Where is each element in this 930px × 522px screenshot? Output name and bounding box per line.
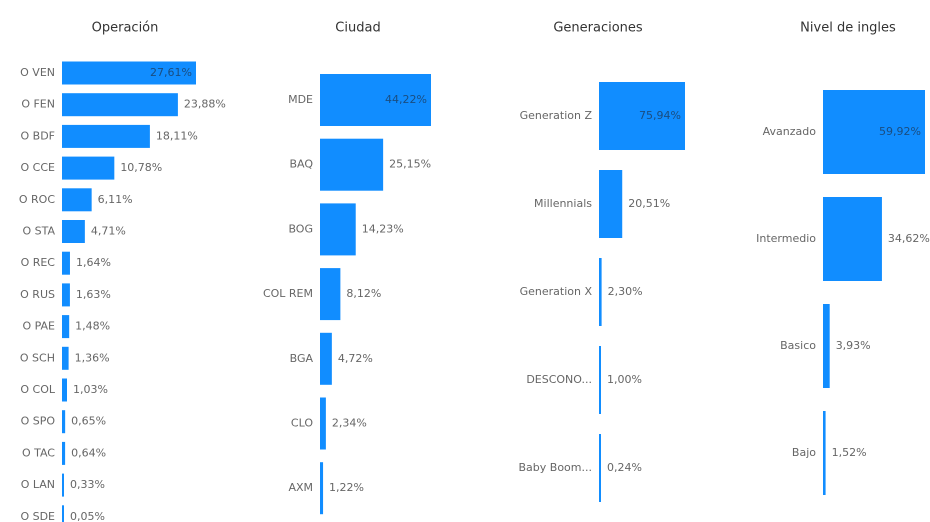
value-label: 3,93% xyxy=(836,339,871,352)
bar xyxy=(599,82,685,150)
value-label: 1,00% xyxy=(607,373,642,386)
category-label: AXM xyxy=(288,481,313,494)
value-label: 4,71% xyxy=(91,225,126,238)
value-label: 20,51% xyxy=(628,197,670,210)
category-label: O SDE xyxy=(20,510,55,522)
value-label: 0,33% xyxy=(70,478,105,491)
bar xyxy=(320,397,326,450)
value-label: 1,03% xyxy=(73,383,108,396)
category-label: Baby Boom... xyxy=(519,461,593,474)
category-label: O ROC xyxy=(19,193,55,206)
category-label: O PAE xyxy=(22,320,55,333)
bar xyxy=(62,283,70,307)
bar xyxy=(599,434,601,502)
bar xyxy=(62,346,69,370)
bar xyxy=(823,304,830,388)
value-label: 2,34% xyxy=(332,417,367,430)
category-label: MDE xyxy=(288,93,313,106)
chart-title: Operación xyxy=(92,21,159,36)
value-label: 1,64% xyxy=(76,256,111,269)
bar xyxy=(62,505,64,522)
category-label: O REC xyxy=(21,256,56,269)
value-label: 0,64% xyxy=(71,446,106,459)
bar xyxy=(599,346,601,414)
bar xyxy=(823,411,826,495)
bar xyxy=(62,378,67,402)
value-label: 0,05% xyxy=(70,510,105,522)
value-label: 0,65% xyxy=(71,415,106,428)
bar xyxy=(320,138,384,191)
category-label: BOG xyxy=(288,222,313,235)
value-label: 27,61% xyxy=(150,66,192,79)
bar xyxy=(62,473,64,497)
value-label: 75,94% xyxy=(639,109,681,122)
chart-title: Ciudad xyxy=(335,21,380,36)
value-label: 1,36% xyxy=(75,351,110,364)
value-label: 8,12% xyxy=(346,287,381,300)
category-label: BGA xyxy=(290,352,314,365)
category-label: COL REM xyxy=(263,287,313,300)
category-label: O LAN xyxy=(21,478,55,491)
value-label: 10,78% xyxy=(120,161,162,174)
value-label: 59,92% xyxy=(879,125,921,138)
category-label: O COL xyxy=(20,383,55,396)
value-label: 23,88% xyxy=(184,98,226,111)
category-label: O SPO xyxy=(21,415,56,428)
category-label: DESCONO... xyxy=(526,373,592,386)
bar xyxy=(320,332,332,385)
bar xyxy=(599,170,623,238)
value-label: 2,30% xyxy=(608,285,643,298)
value-label: 34,62% xyxy=(888,232,930,245)
bar xyxy=(62,61,196,85)
bar xyxy=(62,220,85,243)
bar xyxy=(62,315,70,339)
category-label: Bajo xyxy=(792,446,816,459)
category-label: CLO xyxy=(291,417,313,430)
value-label: 6,11% xyxy=(98,193,133,206)
bar xyxy=(62,124,150,148)
category-label: Millennials xyxy=(534,197,592,210)
value-label: 1,48% xyxy=(75,320,110,333)
category-label: O STA xyxy=(22,225,55,238)
value-label: 1,22% xyxy=(329,481,364,494)
value-label: 44,22% xyxy=(385,93,427,106)
category-label: O TAC xyxy=(22,446,55,459)
bar xyxy=(320,268,341,321)
category-label: Basico xyxy=(780,339,816,352)
value-label: 25,15% xyxy=(389,158,431,171)
value-label: 18,11% xyxy=(156,129,198,142)
bar xyxy=(62,441,66,465)
category-label: O SCH xyxy=(20,351,55,364)
bar xyxy=(62,251,70,275)
value-label: 0,24% xyxy=(607,461,642,474)
category-label: BAQ xyxy=(289,158,313,171)
bar xyxy=(62,93,178,117)
category-label: O VEN xyxy=(20,66,55,79)
bar xyxy=(320,74,431,126)
category-label: O CCE xyxy=(21,161,56,174)
bar xyxy=(62,410,66,434)
value-label: 14,23% xyxy=(362,222,404,235)
chart-title: Generaciones xyxy=(553,21,643,36)
category-label: O BDF xyxy=(21,129,56,142)
category-label: Generation Z xyxy=(520,109,593,122)
chart-title: Nivel de ingles xyxy=(800,21,896,36)
value-label: 1,63% xyxy=(76,288,111,301)
bar xyxy=(823,90,925,174)
bar xyxy=(320,462,324,515)
category-label: O RUS xyxy=(20,288,55,301)
category-label: Generation X xyxy=(520,285,593,298)
bar xyxy=(62,156,115,180)
category-label: Avanzado xyxy=(763,125,817,138)
bar xyxy=(320,203,356,256)
value-label: 4,72% xyxy=(338,352,373,365)
bar xyxy=(62,188,92,212)
value-label: 1,52% xyxy=(832,446,867,459)
bar xyxy=(823,197,882,281)
category-label: Intermedio xyxy=(756,232,816,245)
category-label: O FEN xyxy=(21,98,55,111)
bar xyxy=(599,258,602,326)
